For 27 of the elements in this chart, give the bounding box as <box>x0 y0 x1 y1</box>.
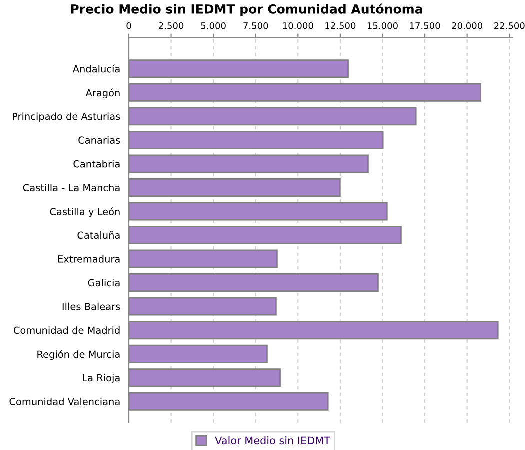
y-tick-label: Andalucía <box>72 64 120 73</box>
x-tick-label: 5.000 <box>201 22 226 30</box>
y-tick-label: Comunidad Valenciana <box>10 398 120 406</box>
y-tick-label: Región de Murcia <box>38 350 120 360</box>
x-tick-label: 7.500 <box>244 22 268 30</box>
y-tick-label: Illes Balears <box>62 302 120 310</box>
x-tick-label: 2.500 <box>159 22 184 30</box>
x-tick-label: 20.000 <box>452 22 483 30</box>
x-tick-label: 0 <box>126 22 132 30</box>
y-tick-label: Aragón <box>86 88 120 99</box>
y-tick-label: Castilla y León <box>50 208 120 218</box>
legend-label: Valor Medio sin IEDMT <box>215 436 331 445</box>
y-tick-label: Principado de Asturias <box>13 112 120 122</box>
x-tick-label: 12.500 <box>326 22 356 30</box>
y-tick-label: Comunidad de Madrid <box>14 326 120 334</box>
x-tick-label: 17.500 <box>410 22 440 30</box>
chart-title: Precio Medio sin IEDMT por Comunidad Autónoma <box>71 4 422 16</box>
y-tick-label: Canarias <box>78 136 120 144</box>
y-tick-label: Cataluña <box>78 231 120 240</box>
y-tick-label: La Rioja <box>83 374 120 384</box>
x-tick-label: 15.000 <box>368 22 398 30</box>
x-tick-label: 10.000 <box>283 22 314 30</box>
y-tick-label: Cantabria <box>74 160 120 168</box>
x-tick-label: 22.500 <box>494 22 525 30</box>
y-tick-label: Castilla - La Mancha <box>23 184 120 192</box>
y-tick-label: Galicia <box>88 279 120 287</box>
y-tick-label: Extremadura <box>58 255 120 263</box>
